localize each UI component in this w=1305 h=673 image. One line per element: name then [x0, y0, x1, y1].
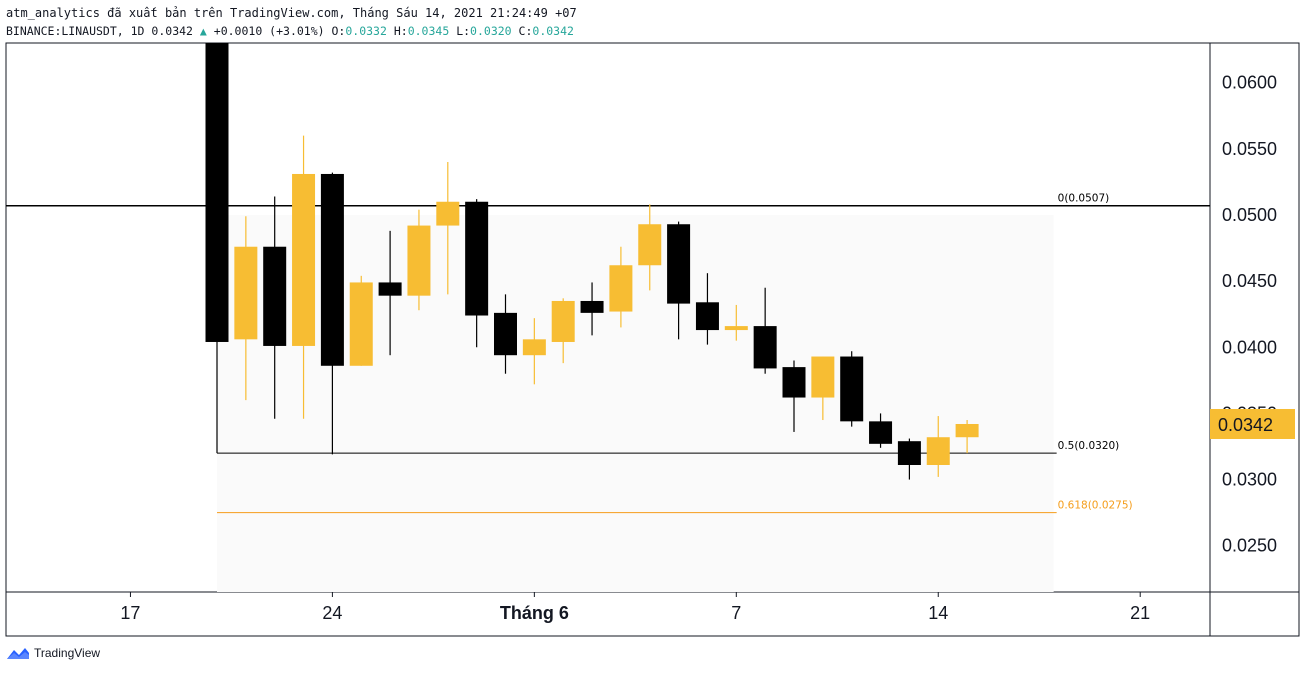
candle-body — [320, 173, 344, 366]
candle-down[interactable] — [782, 360, 806, 432]
change-up-arrow-icon: ▲ — [199, 24, 207, 38]
candle-body — [205, 43, 229, 342]
open-label: O: — [331, 24, 346, 38]
low-value: 0.0320 — [470, 24, 512, 38]
candle-body — [378, 282, 402, 296]
candle-down[interactable] — [840, 351, 864, 427]
fib-level-label: 0(0.0507) — [1058, 193, 1110, 205]
candle-body — [407, 225, 431, 296]
brand-name: TradingView — [34, 646, 101, 660]
candle-up[interactable] — [926, 416, 950, 477]
candle-down[interactable] — [897, 438, 921, 480]
time-axis-label: 21 — [1130, 603, 1150, 623]
candle-body — [869, 421, 893, 444]
candle-body — [263, 246, 287, 346]
current-price-label: 0.0342 — [1218, 415, 1273, 435]
candle-down[interactable] — [869, 413, 893, 448]
close-label: C: — [518, 24, 533, 38]
candle-body — [926, 437, 950, 466]
candle-body — [955, 423, 979, 438]
candle-up[interactable] — [638, 204, 662, 291]
candle-body — [840, 356, 864, 422]
price-axis-label: 0.0500 — [1222, 205, 1277, 225]
chart-publish-info: atm_analytics đã xuất bản trên TradingVi… — [6, 6, 577, 20]
fib-level-label: 0.5(0.0320) — [1058, 440, 1120, 452]
candle-down[interactable] — [320, 172, 344, 455]
candle-up[interactable] — [724, 304, 748, 341]
candle-down[interactable] — [263, 196, 287, 419]
candle-down[interactable] — [494, 294, 517, 374]
chart-frame — [5, 42, 1300, 637]
candle-down[interactable] — [753, 287, 777, 374]
candle-body — [609, 265, 633, 312]
candle-body — [897, 441, 921, 466]
candle-up[interactable] — [436, 162, 460, 295]
price-axis-label: 0.0550 — [1222, 139, 1277, 159]
candle-up[interactable] — [292, 135, 316, 419]
candle-down[interactable] — [580, 282, 604, 336]
last-price: 0.0342 — [151, 24, 193, 38]
candle-down[interactable] — [378, 230, 402, 356]
low-label: L: — [456, 24, 471, 38]
candle-body — [465, 201, 489, 316]
symbol-interval: BINANCE:LINAUSDT, 1D — [6, 24, 145, 38]
candle-down[interactable] — [667, 221, 691, 340]
tradingview-logo-icon — [7, 648, 29, 659]
current-price-badge — [1210, 408, 1295, 439]
fib-zone-shading — [217, 214, 1054, 593]
candle-up[interactable] — [407, 209, 431, 311]
candle-body — [580, 300, 604, 313]
time-axis-label: 14 — [928, 603, 948, 623]
time-axis-label: 17 — [120, 603, 140, 623]
candle-body — [292, 173, 316, 346]
price-axis-label: 0.0300 — [1222, 470, 1277, 490]
candle-body — [782, 367, 806, 398]
time-axis-label: Tháng 6 — [500, 603, 569, 623]
time-axis-label: 7 — [731, 603, 741, 623]
open-value: 0.0332 — [345, 24, 387, 38]
symbol-ohlc-bar: BINANCE:LINAUSDT, 1D 0.0342 ▲ +0.0010 (+… — [6, 24, 574, 38]
candle-up[interactable] — [349, 275, 373, 366]
candle-up[interactable] — [955, 420, 979, 454]
candle-body — [638, 224, 662, 266]
price-axis-label: 0.0400 — [1222, 337, 1277, 357]
candle-body — [753, 326, 777, 369]
candle-body — [234, 246, 258, 340]
price-axis-label: 0.0250 — [1222, 536, 1277, 556]
price-change: +0.0010 (+3.01%) — [213, 24, 325, 38]
candle-down[interactable] — [205, 43, 229, 454]
candle-body — [811, 356, 835, 398]
close-value: 0.0342 — [532, 24, 574, 38]
time-axis-label: 24 — [322, 603, 342, 623]
price-axis-label: 0.0450 — [1222, 271, 1277, 291]
high-label: H: — [393, 24, 408, 38]
candle-body — [667, 224, 691, 304]
tradingview-brand[interactable]: TradingView — [6, 646, 100, 660]
candle-body — [436, 201, 460, 226]
candle-body — [695, 302, 719, 331]
candle-body — [522, 339, 546, 356]
high-value: 0.0345 — [407, 24, 450, 38]
candle-up[interactable] — [609, 246, 633, 328]
fib-level-label: 0.618(0.0275) — [1058, 500, 1133, 512]
candle-body — [494, 312, 517, 356]
candle-up[interactable] — [551, 298, 575, 364]
candle-up[interactable] — [234, 216, 258, 401]
candle-down[interactable] — [465, 199, 489, 348]
price-axis-label: 0.0600 — [1222, 73, 1277, 93]
candle-body — [724, 326, 748, 331]
candle-up[interactable] — [522, 318, 546, 385]
candle-up[interactable] — [811, 356, 835, 421]
candle-body — [349, 282, 373, 366]
candle-body — [551, 300, 575, 342]
candle-down[interactable] — [695, 273, 719, 345]
